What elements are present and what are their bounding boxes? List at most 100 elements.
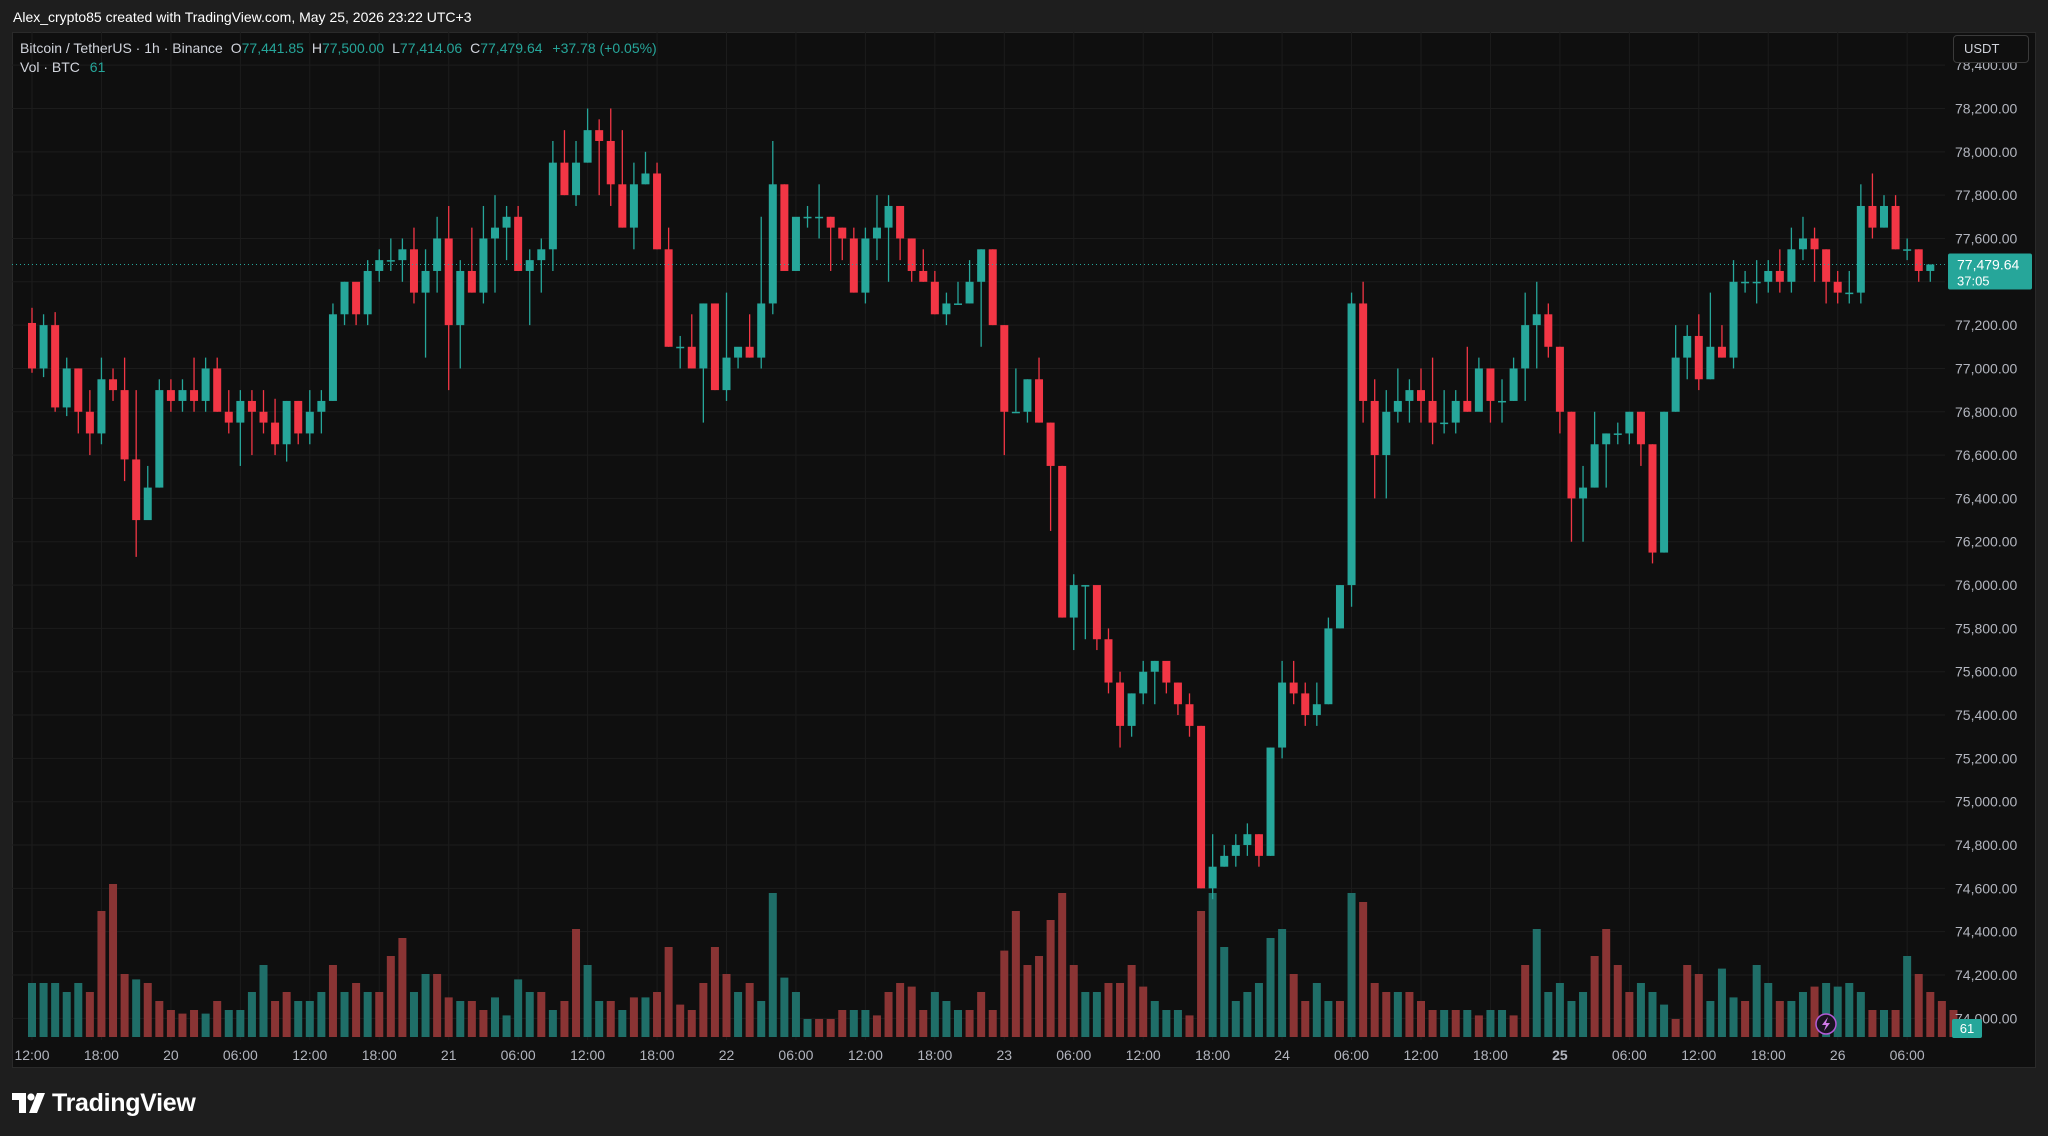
time-tick-label: 18:00 — [640, 1047, 675, 1063]
candle-body — [560, 162, 569, 196]
currency-button[interactable]: USDT — [1953, 35, 2029, 63]
candle-body — [1173, 682, 1182, 705]
candle-body — [791, 216, 800, 271]
candle-body — [1035, 379, 1044, 423]
last-price-badge — [1948, 253, 2032, 290]
candle-body — [1185, 704, 1194, 726]
candle-body — [988, 249, 997, 326]
volume-bar — [1856, 992, 1865, 1037]
volume-bar — [942, 1001, 951, 1037]
candle-body — [629, 184, 638, 228]
volume-bar — [363, 992, 372, 1037]
volume-bar — [1185, 1015, 1194, 1037]
volume-bar — [317, 992, 326, 1037]
candle-body — [907, 238, 916, 271]
ohlc-legend-row: Bitcoin / TetherUS · 1h · Binance O77,44… — [20, 39, 657, 58]
candle-body — [491, 227, 499, 239]
volume-bar — [1845, 983, 1854, 1037]
volume-bar — [572, 929, 581, 1037]
volume-bar — [1486, 1010, 1495, 1037]
volume-bar — [1162, 1010, 1171, 1037]
candle-body — [572, 162, 581, 196]
volume-bar — [1266, 938, 1275, 1037]
candle-body — [942, 303, 951, 315]
time-tick-label: 12:00 — [1403, 1047, 1438, 1063]
volume-bar — [467, 1001, 476, 1037]
high-value: 77,500.00 — [321, 40, 385, 56]
volume-bar — [1810, 986, 1819, 1037]
volume-bar — [1613, 965, 1622, 1037]
candle-body — [1671, 357, 1680, 412]
time-tick-label: 12:00 — [570, 1047, 605, 1063]
time-tick-label: 23 — [997, 1047, 1013, 1063]
candle-body — [1104, 639, 1113, 683]
candle-body — [1127, 693, 1136, 726]
candle-body — [1197, 725, 1206, 889]
volume-bar — [560, 1001, 569, 1037]
volume-label[interactable]: Vol · BTC — [20, 59, 80, 75]
candle-body — [664, 249, 673, 347]
volume-value-label: 61 — [1960, 1021, 1974, 1036]
volume-bar — [132, 979, 141, 1037]
volume-bar — [525, 992, 534, 1037]
candle-body — [757, 303, 766, 358]
volume-bar — [1648, 992, 1657, 1037]
candle-body — [421, 270, 430, 293]
volume-bar — [1243, 992, 1252, 1037]
candle-body — [1359, 303, 1368, 401]
volume-bar — [907, 986, 916, 1037]
candle-body — [1243, 834, 1252, 846]
candle-body — [1324, 628, 1333, 705]
volume-bar — [1324, 1001, 1333, 1037]
volume-bar — [1058, 893, 1067, 1037]
candle-body — [109, 379, 118, 391]
candle-body — [768, 184, 777, 304]
volume-bar — [618, 1010, 627, 1037]
candle-body — [606, 140, 615, 185]
candle-body — [803, 216, 812, 219]
candle-body — [1590, 444, 1599, 488]
volume-bar — [768, 893, 777, 1037]
candle-body — [595, 130, 604, 141]
volume-bar — [1706, 1001, 1715, 1037]
symbol-label[interactable]: Bitcoin / TetherUS · 1h · Binance — [20, 40, 223, 56]
candle-body — [190, 390, 199, 401]
candle-body — [502, 216, 511, 228]
candle-body — [1474, 368, 1483, 412]
volume-bar — [1891, 1010, 1900, 1037]
volume-bar — [1231, 1001, 1240, 1037]
candle-body — [1046, 422, 1055, 466]
candle-body — [1880, 205, 1888, 228]
candle-body — [1081, 585, 1090, 587]
candle-body — [120, 390, 129, 460]
volume-bar — [328, 965, 337, 1037]
time-tick-label: 18:00 — [362, 1047, 397, 1063]
volume-bar — [1590, 956, 1599, 1037]
volume-bar — [386, 956, 395, 1037]
volume-bar — [699, 983, 708, 1037]
candle-body — [247, 400, 256, 412]
candle-body — [1636, 411, 1645, 445]
candle-body — [1312, 704, 1321, 716]
candle-body — [1567, 411, 1576, 499]
candle-body — [1694, 335, 1703, 380]
candle-body — [1440, 422, 1449, 425]
candle-body — [1648, 444, 1657, 553]
grid-lines — [12, 32, 1945, 1040]
volume-bar — [826, 1019, 835, 1037]
volume-legend-row: Vol · BTC 61 — [20, 58, 657, 77]
candle-body — [1301, 693, 1310, 716]
candle-body — [815, 216, 824, 219]
volume-bar — [988, 1010, 997, 1037]
volume-bar — [1671, 1019, 1680, 1037]
candle-body — [1926, 264, 1935, 271]
time-tick-label: 18:00 — [917, 1047, 952, 1063]
candle-body — [1752, 281, 1761, 284]
tradingview-logo[interactable]: TradingView — [12, 1089, 196, 1117]
candle-body — [687, 346, 696, 369]
volume-bar — [421, 974, 430, 1037]
tradingview-logo-icon — [12, 1093, 45, 1113]
volume-bar — [930, 992, 939, 1037]
volume-bar — [51, 983, 60, 1037]
